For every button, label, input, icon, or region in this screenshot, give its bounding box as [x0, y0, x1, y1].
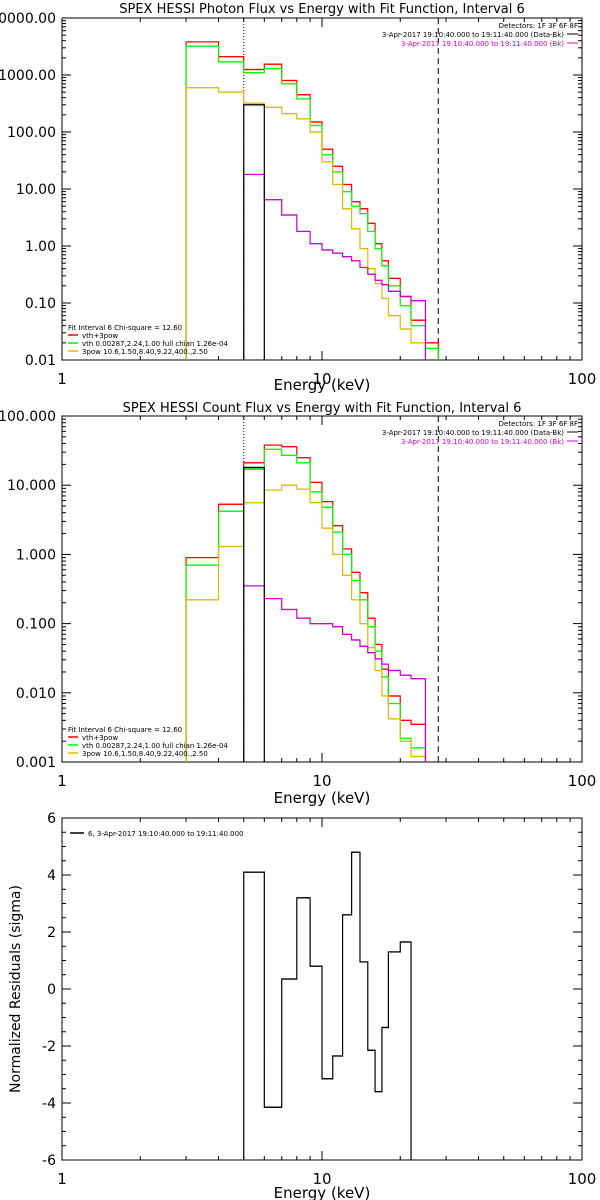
- legend-entry: vth+3pow: [82, 332, 118, 340]
- x-tick-label: 1: [57, 370, 67, 388]
- header-line: 3-Apr-2017 19:10:40.000 to 19:11:40.000 …: [382, 429, 564, 437]
- legend-entry: vth+3pow: [82, 734, 118, 742]
- legend-fit-info: Fit Interval 6 Chi-square = 12.60: [68, 324, 182, 332]
- series-3: [185, 484, 427, 762]
- series-3: [185, 87, 427, 360]
- series-line: [185, 41, 439, 360]
- y-tick-label: 4: [47, 868, 56, 884]
- series-1: [185, 444, 427, 762]
- series-line: [243, 851, 412, 1160]
- x-tick-label: 1: [57, 1170, 67, 1188]
- series-line: [185, 484, 427, 762]
- legend-fit-info: Fit Interval 6 Chi-square = 12.60: [68, 726, 182, 734]
- legend-entry: 6, 3-Apr-2017 19:10:40.000 to 19:11:40.0…: [88, 830, 243, 838]
- y-tick-label: 0.10: [25, 296, 56, 312]
- series-line: [243, 104, 265, 360]
- chart-panel-1: SPEX HESSI Photon Flux vs Energy with Fi…: [0, 2, 596, 394]
- series-line: [243, 173, 427, 360]
- y-tick-label: 10.00: [16, 182, 56, 198]
- y-tick-label: 6: [47, 811, 56, 827]
- y-tick-label: 1000.00: [0, 68, 56, 84]
- series-line: [243, 466, 265, 762]
- header-line: Detectors: 1F 3F 6F 8F: [499, 420, 578, 428]
- legend: Fit Interval 6 Chi-square = 12.60vth+3po…: [68, 726, 228, 758]
- x-axis-label: Energy (keV): [274, 376, 371, 394]
- y-tick-label: 1.00: [25, 239, 56, 255]
- y-tick-label: 0.01: [25, 353, 56, 369]
- series-line: [185, 45, 439, 360]
- series-line: [243, 585, 427, 762]
- legend-entry: vth 0.00287,2.24,1.00 full chian 1.26e-0…: [82, 742, 228, 750]
- y-tick-label: 2: [47, 925, 56, 941]
- series-4: [243, 173, 427, 360]
- x-tick-label: 1: [57, 772, 67, 790]
- x-tick-label: 10: [312, 772, 331, 790]
- legend-entry: 3pow 10.6,1.50,8.40,9.22,400.,2.50: [82, 348, 208, 356]
- series-2: [185, 448, 427, 762]
- series-1: [185, 41, 439, 360]
- legend: 6, 3-Apr-2017 19:10:40.000 to 19:11:40.0…: [70, 830, 243, 838]
- header-line: 3-Apr-2017 19:10:40.000 to 19:11:40.000 …: [401, 438, 564, 446]
- plot-frame: [61, 17, 583, 361]
- x-tick-label: 100: [568, 370, 597, 388]
- series-1: [243, 851, 412, 1160]
- series-line: [185, 444, 427, 762]
- y-tick-label: 100.00: [7, 125, 56, 141]
- chart-title: SPEX HESSI Photon Flux vs Energy with Fi…: [119, 2, 525, 17]
- y-axis-label: Normalized Residuals (sigma): [8, 885, 24, 1093]
- y-tick-label: 0.001: [16, 755, 56, 771]
- series-line: [185, 87, 427, 360]
- legend-entry: vth 0.00287,2.24,1.00 full chian 1.26e-0…: [82, 340, 228, 348]
- header-line: 3-Apr-2017 19:10:40.000 to 19:11:40.000 …: [382, 31, 564, 39]
- x-axis-label: Energy (keV): [274, 789, 371, 807]
- x-axis-label: Energy (keV): [274, 1184, 371, 1200]
- y-tick-label: -4: [42, 1096, 56, 1112]
- header-line: 3-Apr-2017 19:10:40.000 to 19:11:40.000 …: [401, 40, 564, 48]
- x-tick-label: 100: [568, 772, 597, 790]
- series-5: [243, 466, 265, 762]
- series-line: [185, 448, 427, 762]
- y-tick-label: 100.000: [0, 409, 56, 425]
- chart-panel-2: SPEX HESSI Count Flux vs Energy with Fit…: [0, 401, 596, 807]
- plot-frame: [61, 415, 583, 763]
- y-tick-label: 1.000: [16, 547, 56, 563]
- series-4: [243, 585, 427, 762]
- chart-panel-3: 1 10 100 6 4 2 0 -2 -4 -6 Energy (keV) Normalized R…: [8, 811, 596, 1200]
- legend: Fit Interval 6 Chi-square = 12.60vth+3po…: [68, 324, 228, 356]
- x-tick-label: 100: [568, 1170, 597, 1188]
- y-tick-label: 0: [47, 982, 56, 998]
- y-tick-label: 10.000: [7, 478, 56, 494]
- y-tick-label: -6: [42, 1153, 56, 1169]
- series-2: [185, 45, 439, 360]
- y-tick-label: 0.010: [16, 686, 56, 702]
- x-tick-label: 10: [312, 370, 331, 388]
- series-5: [243, 104, 265, 360]
- header-line: Detectors: 1F 3F 6F 8F: [499, 22, 578, 30]
- x-tick-label: 10: [312, 1170, 331, 1188]
- y-tick-label: 0.100: [16, 617, 56, 633]
- y-tick-label: -2: [42, 1039, 56, 1055]
- legend-entry: 3pow 10.6,1.50,8.40,9.22,400.,2.50: [82, 750, 208, 758]
- chart-title: SPEX HESSI Count Flux vs Energy with Fit…: [123, 401, 522, 416]
